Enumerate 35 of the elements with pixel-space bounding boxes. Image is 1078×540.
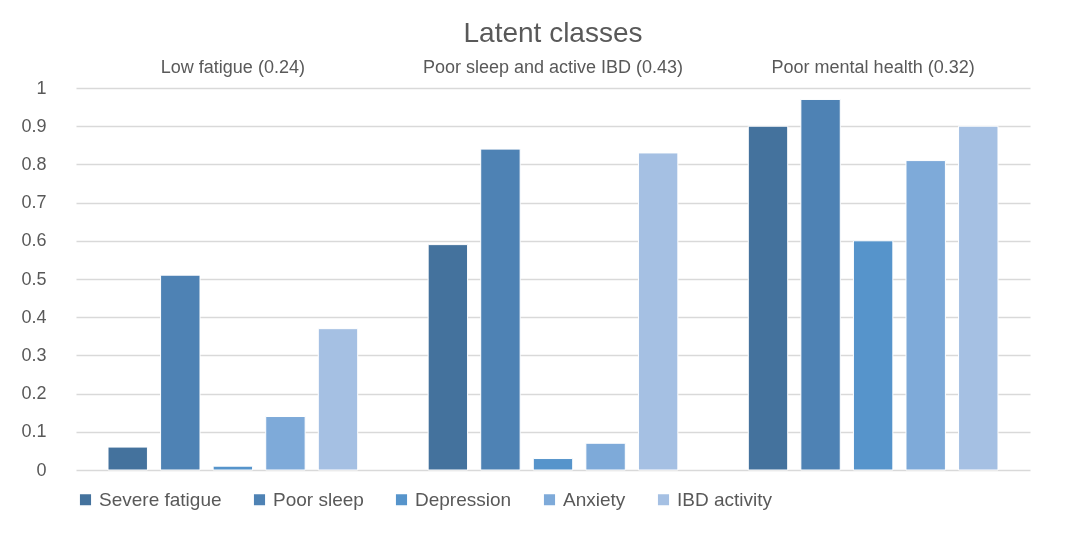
y-tick-label: 0.5 — [21, 268, 47, 289]
bar — [107, 446, 148, 471]
y-tick-label: 0.3 — [21, 344, 47, 365]
legend-label: Anxiety — [563, 488, 626, 510]
y-tick-label: 0.2 — [21, 383, 47, 404]
y-tick-label: 0.1 — [21, 421, 47, 442]
y-tick-label: 0 — [36, 459, 47, 480]
legend-label: Depression — [415, 488, 512, 510]
legend-label: Poor sleep — [273, 488, 364, 510]
chart-title: Latent classes — [463, 17, 643, 48]
y-tick-label: 0.4 — [21, 306, 47, 327]
bar — [747, 125, 789, 471]
y-tick-label: 0.7 — [21, 192, 47, 213]
bar — [480, 148, 521, 471]
bar — [317, 328, 359, 471]
x-tick-label: Poor mental health (0.32) — [771, 56, 975, 77]
x-tick-label: Poor sleep and active IBD (0.43) — [422, 56, 684, 77]
y-tick-label: 1 — [36, 77, 47, 98]
bar — [160, 274, 201, 471]
bar — [905, 160, 946, 471]
bar — [212, 465, 254, 471]
legend-label: Severe fatigue — [99, 488, 222, 510]
legend-label: IBD activity — [677, 488, 773, 510]
y-tick-label: 0.9 — [21, 115, 47, 136]
bar — [265, 416, 306, 471]
x-tick-label: Low fatigue (0.24) — [160, 56, 305, 77]
y-tick-label: 0.6 — [21, 230, 47, 251]
bar — [852, 240, 894, 471]
bar — [958, 125, 999, 471]
bar — [532, 458, 574, 471]
y-tick-label: 0.8 — [21, 153, 47, 174]
bar — [427, 244, 469, 471]
bar — [800, 98, 841, 471]
bar — [585, 442, 626, 471]
bar — [637, 152, 679, 471]
